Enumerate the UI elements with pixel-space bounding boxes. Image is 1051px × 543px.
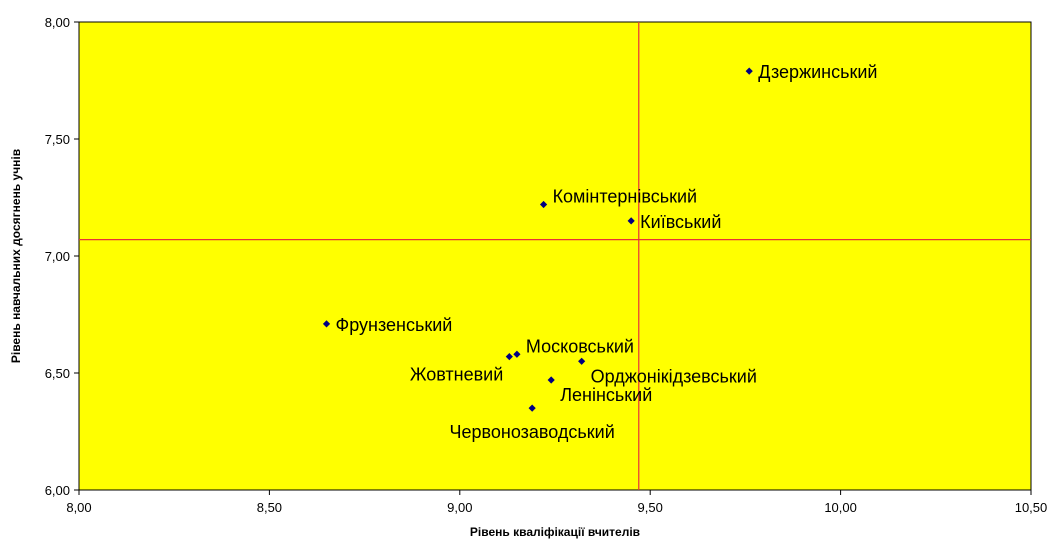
x-tick-label: 10,00: [824, 500, 857, 515]
data-point-label: Червонозаводський: [450, 422, 615, 442]
plot-area: [78, 21, 1032, 491]
data-point-marker: [627, 217, 635, 225]
data-point-label: Фрунзенський: [336, 315, 453, 335]
y-tick-label: 7,50: [45, 132, 70, 147]
data-point-marker: [528, 404, 536, 412]
x-tick-label: 9,00: [447, 500, 472, 515]
data-point-label: Орджонікідзевський: [591, 366, 757, 386]
data-point-marker: [322, 320, 331, 328]
x-tick-label: 8,50: [257, 500, 282, 515]
y-axis-ticks: 6,00 6,50 7,00 7,50 8,00: [45, 15, 79, 498]
data-point-label: Ленінський: [560, 385, 652, 405]
y-tick-label: 6,00: [45, 483, 70, 498]
data-point-marker: [745, 67, 753, 75]
data-point-label: Київський: [640, 212, 721, 232]
data-point-marker: [539, 200, 548, 209]
data-point-marker: [513, 350, 521, 358]
x-axis-ticks: 8,00 8,50 9,00 9,50 10,00 10,50: [66, 490, 1047, 515]
data-point-label: Комінтернівський: [553, 187, 698, 207]
data-point-label: Дзержинський: [758, 62, 877, 82]
y-tick-label: 7,00: [45, 249, 70, 264]
data-points: Дзержинський Комінтернівський Київський Фру…: [322, 62, 877, 442]
y-tick-label: 8,00: [45, 15, 70, 30]
data-point-marker: [547, 376, 555, 384]
data-point-marker: [505, 353, 513, 361]
data-point-label: Жовтневий: [410, 365, 503, 385]
data-point-marker: [578, 357, 586, 365]
y-axis-title: Рівень навчальних досягнень учнів: [9, 149, 23, 363]
x-tick-label: 8,00: [66, 500, 91, 515]
x-tick-label: 9,50: [638, 500, 663, 515]
y-tick-label: 6,50: [45, 366, 70, 381]
x-tick-label: 10,50: [1015, 500, 1048, 515]
data-point-label: Московський: [526, 336, 634, 356]
x-axis-title: Рівень кваліфікації вчителів: [470, 525, 640, 539]
